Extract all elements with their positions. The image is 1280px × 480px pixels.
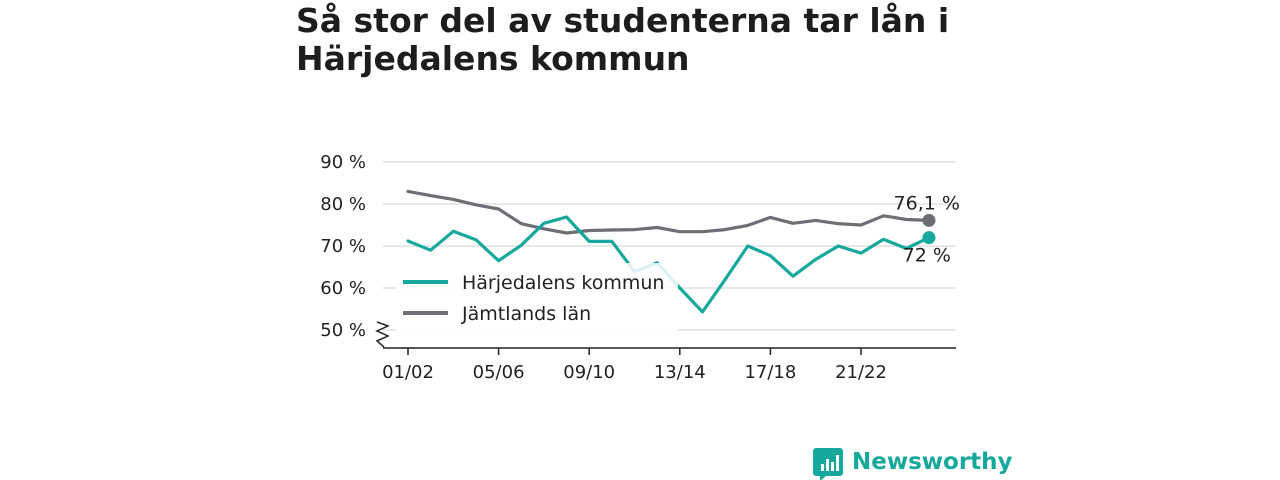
y-tick-label: 80 % bbox=[320, 194, 366, 215]
legend-box bbox=[396, 263, 678, 331]
end-label-harjedalen: 72 % bbox=[903, 245, 951, 267]
x-tick-label: 21/22 bbox=[835, 362, 887, 383]
end-labels: 76,1 % 72 % bbox=[894, 192, 960, 266]
y-tick-label: 70 % bbox=[320, 236, 366, 257]
brand-name: Newsworthy bbox=[852, 449, 1013, 475]
x-tick-label: 09/10 bbox=[563, 362, 615, 383]
series-end-point bbox=[922, 213, 936, 227]
y-axis-ticks: 50 % 60 % 70 % 80 % 90 % bbox=[320, 152, 390, 348]
legend-label: Härjedalens kommun bbox=[462, 272, 664, 294]
end-label-jamtland: 76,1 % bbox=[894, 192, 960, 214]
y-tick-label: 60 % bbox=[320, 278, 366, 299]
legend: Härjedalens kommun Jämtlands län bbox=[396, 263, 678, 331]
chart-title: Så stor del av studenterna tar lån i Här… bbox=[296, 1, 950, 78]
y-tick-label: 50 % bbox=[320, 320, 366, 341]
x-tick-label: 01/02 bbox=[382, 362, 434, 383]
legend-label: Jämtlands län bbox=[461, 303, 591, 325]
series-line-jamtland bbox=[406, 189, 931, 235]
series-end-point bbox=[922, 231, 936, 245]
x-tick-label: 17/18 bbox=[744, 362, 796, 383]
x-tick-label: 13/14 bbox=[654, 362, 706, 383]
newsworthy-logo-icon bbox=[813, 448, 843, 480]
x-tick-label: 05/06 bbox=[473, 362, 525, 383]
x-axis: 01/02 05/06 09/10 13/14 17/18 21/22 bbox=[382, 347, 956, 383]
brand-logo: Newsworthy bbox=[813, 448, 1013, 480]
axis-break-icon bbox=[375, 321, 390, 348]
y-tick-label: 90 % bbox=[320, 152, 366, 173]
